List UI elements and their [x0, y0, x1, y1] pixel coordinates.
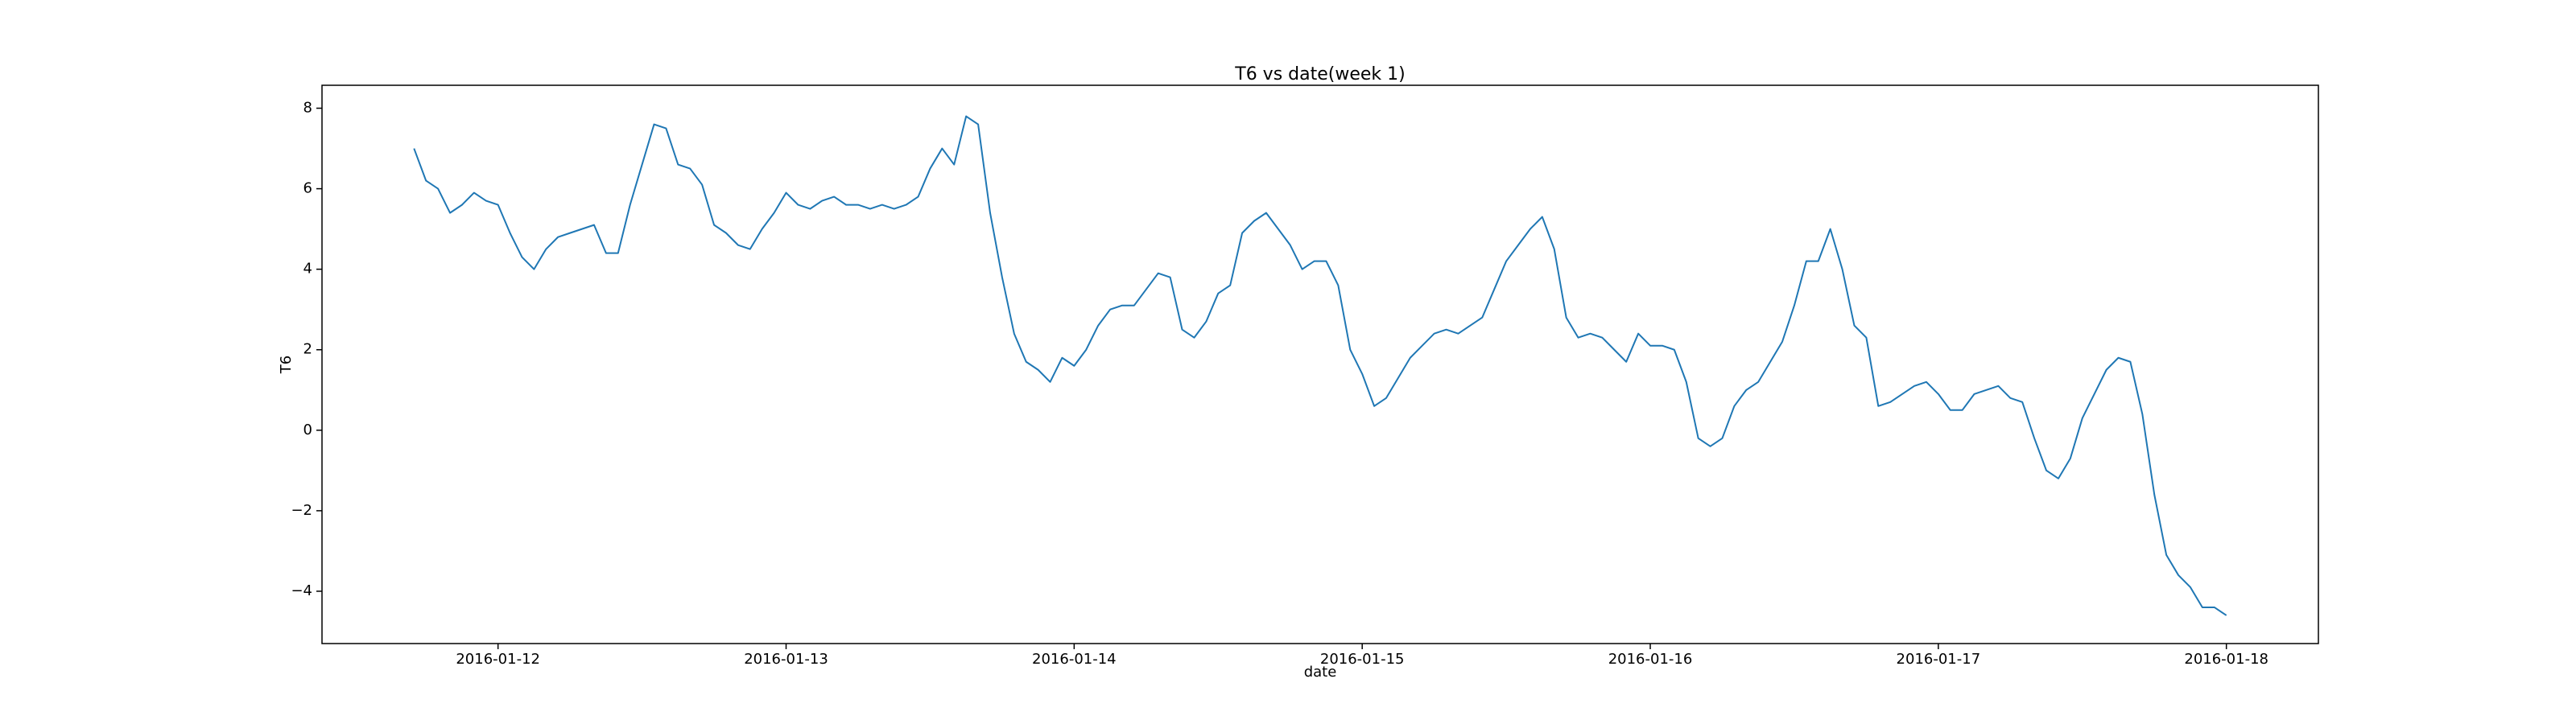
axes-frame — [321, 84, 2319, 644]
y-tick-label: −4 — [291, 582, 312, 599]
x-axis-label: date — [1304, 664, 1337, 681]
y-tick-label: 2 — [303, 341, 312, 358]
y-tick-label: 0 — [303, 422, 312, 438]
y-axis-label: T6 — [278, 356, 295, 374]
x-tick-label: 2016-01-16 — [1608, 651, 1693, 668]
x-tick-label: 2016-01-17 — [1897, 651, 1981, 668]
chart-title: T6 vs date(week 1) — [1234, 64, 1405, 84]
y-tick-label: 8 — [303, 100, 312, 117]
x-tick-label: 2016-01-14 — [1032, 651, 1117, 668]
x-tick-label: 2016-01-18 — [2184, 651, 2268, 668]
data-line — [413, 115, 2227, 616]
y-tick-label: 4 — [303, 261, 312, 278]
y-tick-label: −2 — [291, 502, 312, 519]
x-tick-label: 2016-01-12 — [456, 651, 540, 668]
x-tick-label: 2016-01-13 — [744, 651, 828, 668]
x-tick-label: 2016-01-15 — [1320, 651, 1405, 668]
y-tick-label: 6 — [303, 180, 312, 197]
